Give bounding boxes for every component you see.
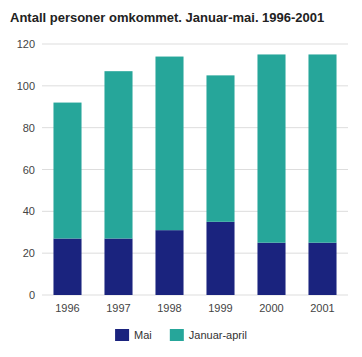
grid-line <box>42 127 348 128</box>
x-tick-label: 1997 <box>106 302 130 314</box>
x-axis: 1996 1997 1998 1999 2000 2001 <box>55 302 334 314</box>
legend-item: Januar-april <box>170 329 247 341</box>
bar <box>53 103 81 239</box>
bar <box>155 230 183 295</box>
legend: Mai Januar-april <box>115 329 247 341</box>
bar <box>308 54 336 242</box>
legend-label: Januar-april <box>189 329 247 341</box>
grid-line <box>42 169 348 170</box>
bar <box>206 75 234 221</box>
y-tick-label: 100 <box>17 80 35 92</box>
bar <box>104 239 132 295</box>
x-tick-label: 1998 <box>157 302 181 314</box>
legend-swatch <box>115 329 129 341</box>
bar <box>257 243 285 295</box>
bar <box>206 222 234 295</box>
legend-swatch <box>170 329 184 341</box>
bar <box>308 243 336 295</box>
x-tick-label: 2000 <box>259 302 283 314</box>
y-tick-label: 80 <box>23 122 35 134</box>
y-tick-label: 60 <box>23 164 35 176</box>
chart-svg: Antall personer omkommet. Januar-mai. 19… <box>0 0 362 357</box>
legend-item: Mai <box>115 329 152 341</box>
y-axis: 0 20 40 60 80 100 120 <box>17 38 35 301</box>
bar <box>104 71 132 238</box>
bar <box>53 239 81 295</box>
grid-line <box>42 44 348 45</box>
grid <box>42 44 348 295</box>
bar <box>257 54 285 242</box>
grid-line <box>42 295 348 296</box>
chart-title: Antall personer omkommet. Januar-mai. 19… <box>10 10 324 25</box>
legend-label: Mai <box>134 329 152 341</box>
bars <box>53 54 336 295</box>
bar <box>155 57 183 231</box>
chart-container: Antall personer omkommet. Januar-mai. 19… <box>0 0 362 357</box>
grid-line <box>42 253 348 254</box>
x-tick-label: 2001 <box>310 302 334 314</box>
grid-line <box>42 85 348 86</box>
x-tick-label: 1999 <box>208 302 232 314</box>
y-tick-label: 40 <box>23 205 35 217</box>
y-tick-label: 120 <box>17 38 35 50</box>
y-tick-label: 0 <box>29 289 35 301</box>
grid-line <box>42 211 348 212</box>
x-tick-label: 1996 <box>55 302 79 314</box>
y-tick-label: 20 <box>23 247 35 259</box>
